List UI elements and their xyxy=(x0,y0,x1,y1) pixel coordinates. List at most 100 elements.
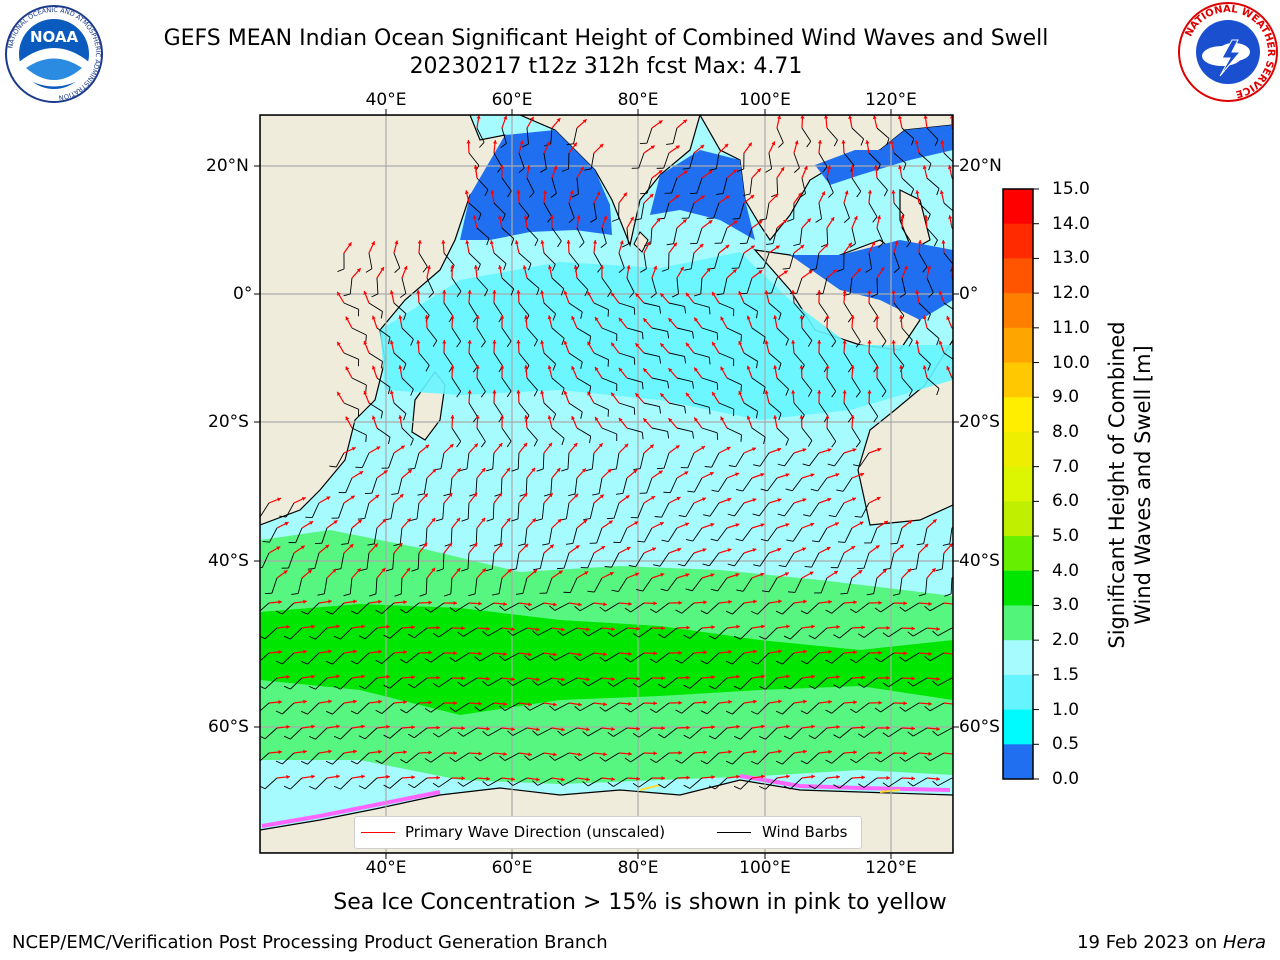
wind-barb-flag xyxy=(628,565,636,568)
wind-barb-flag xyxy=(485,468,493,472)
wind-barb xyxy=(438,727,453,738)
wind-barb xyxy=(734,502,745,517)
wind-barb-flag xyxy=(518,543,526,547)
wind-barb-flag xyxy=(822,166,828,173)
wind-barb xyxy=(782,752,795,765)
wave-arrow-head xyxy=(286,624,290,630)
wind-barb xyxy=(264,777,278,790)
wave-arrow-head xyxy=(428,600,432,605)
wave-arrow-head xyxy=(336,674,340,679)
wave-arrow-head xyxy=(411,675,415,680)
wind-barb xyxy=(364,727,378,740)
wave-arrow-head xyxy=(461,626,465,631)
wind-barb xyxy=(751,327,766,338)
wind-barb-flag xyxy=(890,542,898,545)
wind-barb-flag xyxy=(725,610,733,615)
wave-arrow-head xyxy=(774,193,779,198)
wind-barb-flag xyxy=(899,656,906,662)
wind-barb-flag xyxy=(482,781,489,787)
wave-arrow-head xyxy=(861,625,865,630)
wave-arrow-head xyxy=(523,215,528,219)
wave-arrow-head xyxy=(553,602,557,607)
wind-barb xyxy=(307,602,320,615)
wave-arrow-head xyxy=(603,652,607,657)
wave-arrow-head xyxy=(442,340,447,344)
wind-barb-flag xyxy=(350,660,358,665)
wind-barb xyxy=(905,652,920,662)
wind-barb xyxy=(638,777,653,788)
wind-barb xyxy=(937,727,953,737)
wind-barb-flag xyxy=(687,490,695,493)
wave-direction-arrow xyxy=(943,752,953,755)
wave-arrow-head xyxy=(784,572,789,577)
wave-arrow-head xyxy=(547,365,552,370)
wave-arrow-head xyxy=(736,624,740,629)
wind-barb-flag xyxy=(394,593,402,597)
wave-arrow-head xyxy=(661,676,665,681)
wind-barb xyxy=(626,277,635,293)
wind-barb xyxy=(463,727,478,737)
wind-barb-flag xyxy=(474,756,481,762)
wind-barb xyxy=(551,377,565,389)
wind-barb xyxy=(740,727,753,740)
wind-barb-flag xyxy=(641,332,644,340)
wave-arrow-head xyxy=(708,220,713,224)
wind-barb-flag xyxy=(758,635,766,640)
wind-barb-flag xyxy=(807,340,813,347)
wave-arrow-head xyxy=(946,315,951,320)
wind-barb xyxy=(772,227,778,244)
wind-barb-flag xyxy=(735,538,743,542)
wave-arrow-head xyxy=(810,473,815,478)
wave-arrow-head xyxy=(386,674,390,679)
wind-barb-flag xyxy=(675,609,682,614)
wind-barb-flag xyxy=(733,735,741,740)
wave-arrow-head xyxy=(886,675,890,681)
wind-barb xyxy=(818,527,828,543)
wind-barb-flag xyxy=(806,141,812,148)
wave-arrow-head xyxy=(711,675,715,680)
wind-barb xyxy=(593,302,609,311)
wind-barb-flag xyxy=(928,292,934,298)
wave-arrow-head xyxy=(553,165,558,170)
wave-arrow-head xyxy=(682,219,687,224)
wind-barb-flag xyxy=(743,193,751,197)
wind-barb xyxy=(901,327,913,341)
wind-barb xyxy=(655,702,670,714)
wind-barb xyxy=(790,727,803,740)
wind-barb xyxy=(767,527,778,542)
wind-barb-flag xyxy=(624,707,631,713)
wind-barb-flag xyxy=(675,709,682,714)
wave-arrow-head xyxy=(417,240,422,244)
wind-barb xyxy=(376,427,391,438)
wind-barb xyxy=(868,352,879,367)
wind-barb xyxy=(651,277,657,294)
wind-barb xyxy=(843,202,850,219)
wind-barb-flag xyxy=(449,607,456,612)
wind-barb xyxy=(929,652,945,662)
wind-barb xyxy=(638,627,653,638)
colorbar-tick-label: 2.0 xyxy=(1052,630,1080,651)
wind-barb xyxy=(332,752,345,765)
wave-arrow-head xyxy=(337,391,341,396)
wind-barb xyxy=(899,577,903,594)
wind-barb xyxy=(814,627,828,640)
wind-barb xyxy=(757,652,770,665)
wind-barb xyxy=(587,727,603,737)
wind-barb xyxy=(926,127,939,140)
wave-arrow-head xyxy=(500,415,505,419)
wind-barb xyxy=(888,777,903,788)
wind-barb-flag xyxy=(424,708,432,713)
wind-barb xyxy=(438,777,453,788)
wind-barb xyxy=(767,477,778,492)
wind-barb-flag xyxy=(533,389,538,397)
wind-barb xyxy=(479,652,495,662)
wave-arrow-head xyxy=(398,415,403,419)
wind-barb xyxy=(512,727,528,736)
wind-barb xyxy=(831,602,845,614)
wind-barb xyxy=(765,727,778,740)
wave-arrow-head xyxy=(528,652,532,657)
wind-barb-flag xyxy=(410,518,418,522)
wave-arrow-head xyxy=(850,315,855,319)
wave-arrow-head xyxy=(456,568,461,573)
wind-barb xyxy=(491,552,495,569)
